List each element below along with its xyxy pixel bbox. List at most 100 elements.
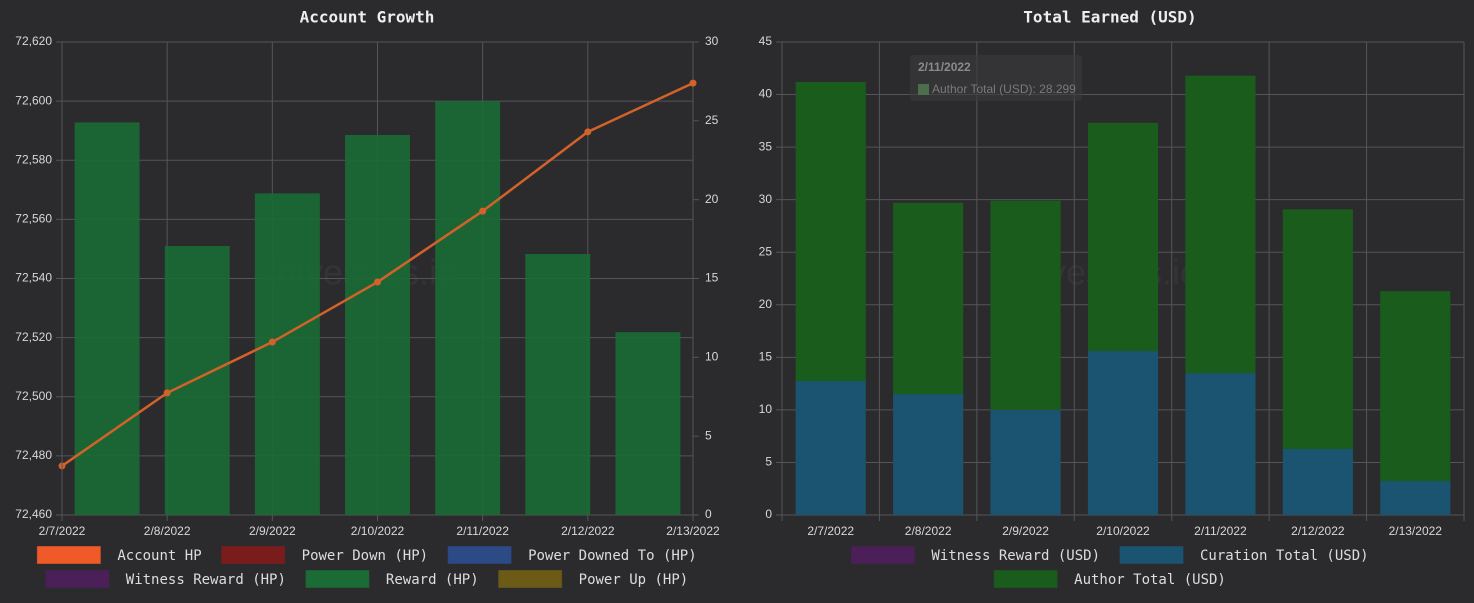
legend-label: Author Total (USD) [1074, 572, 1226, 588]
y-tick-label: 72,540 [15, 271, 52, 285]
x-tick-label: 2/10/2022 [351, 524, 405, 538]
bar-segment [893, 202, 964, 395]
bar-segment [1380, 291, 1451, 482]
legend-swatch [850, 546, 915, 564]
bar [164, 246, 230, 515]
y-tick-label: 0 [765, 507, 772, 521]
bar [345, 135, 410, 516]
tooltip-label: Author Total (USD): 28.299 [932, 82, 1076, 96]
y-tick-label: 72,560 [15, 212, 52, 226]
chart-title: Total Earned (USD) [1023, 8, 1196, 27]
y-tick-label: 15 [759, 350, 773, 364]
y-tick-label: 20 [759, 297, 773, 311]
legend-label: Curation Total (USD) [1200, 548, 1369, 564]
legend-label: Power Up (HP) [579, 572, 689, 588]
x-tick-label: 2/7/2022 [39, 524, 86, 538]
bar-segment [1282, 448, 1353, 515]
bar-segment [1087, 351, 1159, 515]
line-point [689, 79, 697, 87]
x-tick-label: 2/8/2022 [144, 524, 191, 538]
legend-swatch [498, 570, 563, 588]
x-tick-label: 2/8/2022 [905, 524, 952, 538]
x-tick-label: 2/11/2022 [456, 524, 509, 538]
legend-swatch [1119, 546, 1184, 564]
legend-swatch [305, 570, 370, 588]
y-tick-label: 30 [759, 192, 773, 206]
legend-label: Witness Reward (HP) [126, 572, 286, 588]
y2-tick-label: 5 [705, 428, 712, 442]
line-point [584, 128, 592, 136]
legend-item: Witness Reward (USD) [850, 546, 1100, 564]
x-tick-label: 2/9/2022 [249, 524, 296, 538]
tooltip-swatch [918, 84, 929, 95]
line-point [479, 207, 487, 215]
x-tick-label: 2/12/2022 [561, 524, 615, 538]
y2-tick-label: 0 [705, 507, 712, 521]
line-point [163, 389, 171, 397]
y-tick-label: 72,460 [15, 507, 52, 521]
line-point [268, 338, 276, 346]
y2-tick-label: 25 [705, 113, 719, 127]
y-tick-label: 72,580 [15, 152, 52, 166]
legend-item: Power Downed To (HP) [447, 546, 697, 564]
x-tick-label: 2/10/2022 [1096, 524, 1150, 538]
legend-swatch [45, 570, 110, 588]
y2-tick-label: 15 [705, 271, 719, 285]
legend-swatch [993, 570, 1058, 588]
bar [615, 332, 681, 515]
y-tick-label: 72,600 [15, 93, 52, 107]
bar-segment [1185, 373, 1256, 515]
y-tick-label: 25 [759, 244, 773, 258]
legend-label: Witness Reward (USD) [931, 548, 1100, 564]
bar-segment [1380, 481, 1451, 515]
y-tick-label: 72,500 [15, 389, 52, 403]
y-tick-label: 72,620 [15, 34, 52, 48]
legend-item: Account HP [36, 546, 202, 564]
legend-item: Power Up (HP) [498, 570, 689, 588]
y-tick-label: 35 [759, 139, 773, 153]
y-tick-label: 10 [759, 402, 773, 416]
tooltip: 2/11/2022 Author Total (USD): 28.299 [910, 55, 1082, 101]
legend-item: Witness Reward (HP) [45, 570, 286, 588]
y-tick-label: 40 [759, 87, 773, 101]
tooltip-title: 2/11/2022 [918, 60, 971, 74]
bar-segment [1282, 209, 1353, 449]
y2-tick-label: 10 [705, 350, 719, 364]
y-tick-label: 5 [765, 455, 772, 469]
bar [435, 101, 501, 515]
y-tick-label: 72,520 [15, 330, 52, 344]
legend-item: Reward (HP) [305, 570, 479, 588]
y2-tick-label: 20 [705, 192, 719, 206]
legend-swatch [221, 546, 286, 564]
x-tick-label: 2/13/2022 [666, 524, 720, 538]
legend-swatch [36, 546, 101, 564]
chart-title: Account Growth [300, 8, 435, 27]
legend-label: Reward (HP) [386, 572, 479, 588]
legend-label: Account HP [117, 548, 201, 564]
x-tick-label: 2/9/2022 [1002, 524, 1049, 538]
tooltip-box [910, 55, 1082, 101]
legend-label: Power Down (HP) [302, 548, 428, 564]
x-tick-label: 2/12/2022 [1291, 524, 1345, 538]
x-tick-label: 2/7/2022 [807, 524, 854, 538]
bar-segment [1185, 75, 1256, 374]
bar [254, 193, 320, 516]
x-tick-label: 2/11/2022 [1194, 524, 1247, 538]
y2-tick-label: 30 [705, 34, 719, 48]
y-tick-label: 45 [759, 34, 773, 48]
legend-label: Power Downed To (HP) [528, 548, 697, 564]
legend-item: Curation Total (USD) [1119, 546, 1369, 564]
legend-swatch [447, 546, 512, 564]
legend-item: Power Down (HP) [221, 546, 428, 564]
bar-segment [893, 394, 964, 515]
bar [525, 254, 591, 516]
bar-segment [990, 409, 1061, 515]
legend-item: Author Total (USD) [993, 570, 1226, 588]
y-tick-label: 72,480 [15, 448, 52, 462]
line-point [374, 278, 381, 286]
bar-segment [795, 81, 866, 381]
bar-segment [1087, 122, 1159, 352]
bar-segment [990, 200, 1061, 410]
